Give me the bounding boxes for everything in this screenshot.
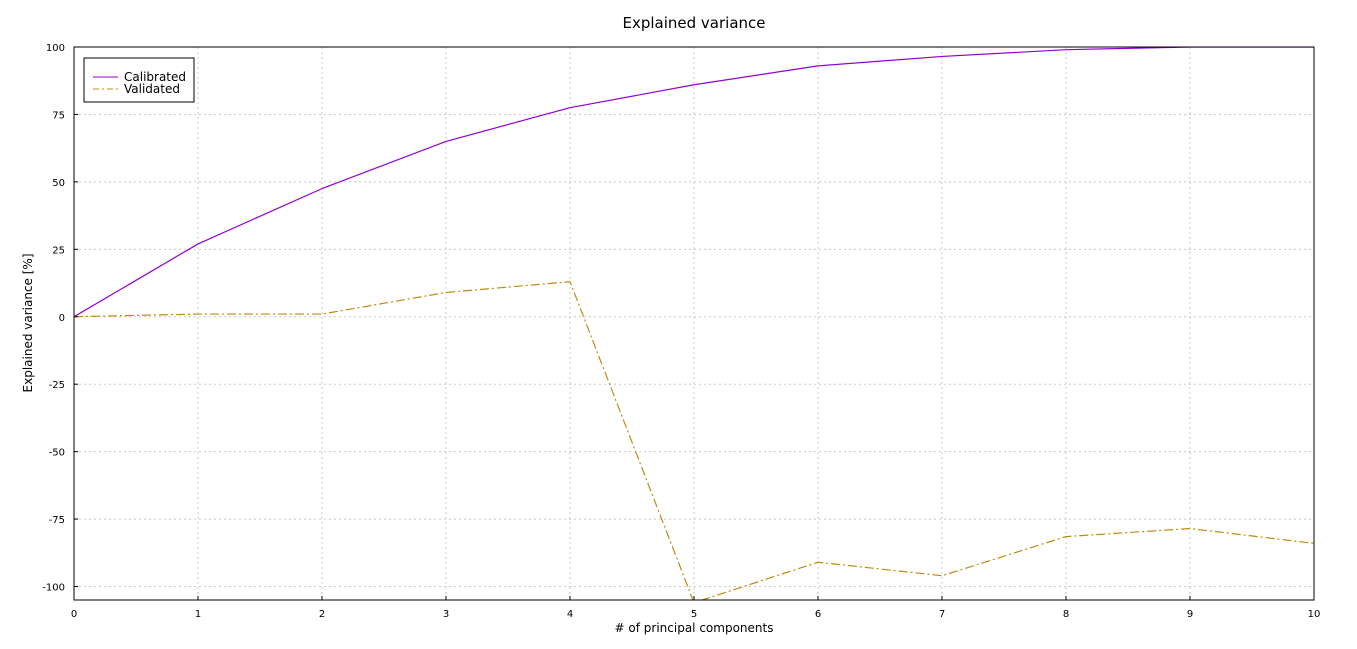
y-tick-label: 50 [52, 178, 65, 189]
series-line-validated [74, 281, 1314, 600]
legend-label-calibrated: Calibrated [124, 70, 186, 84]
x-tick-label: 7 [939, 609, 945, 620]
x-tick-label: 6 [815, 609, 821, 620]
y-tick-label: -75 [49, 515, 65, 526]
y-tick-label: -100 [42, 583, 65, 594]
x-tick-label: 1 [195, 609, 201, 620]
y-tick-label: 0 [59, 313, 65, 324]
x-tick-label: 5 [691, 609, 697, 620]
x-tick-label: 10 [1308, 609, 1321, 620]
series-layer [74, 47, 1314, 600]
x-tick-label: 3 [443, 609, 449, 620]
legend-box [83, 57, 195, 103]
y-tick-label: 25 [52, 245, 65, 256]
y-tick-label: 100 [46, 43, 65, 54]
x-tick-label: 8 [1063, 609, 1069, 620]
y-tick-label: 75 [52, 110, 65, 121]
grid [74, 47, 1314, 600]
y-axis-ticks: 100 75 50 25 0 -25 -50 -75 -100 [42, 43, 78, 594]
x-tick-label: 2 [319, 609, 325, 620]
x-tick-label: 9 [1187, 609, 1193, 620]
series-line-calibrated [74, 47, 1314, 318]
x-tick-label: 4 [567, 609, 573, 620]
x-axis-ticks: 0 1 2 3 4 5 6 7 8 9 10 [71, 596, 1321, 620]
y-tick-label: -25 [49, 380, 65, 391]
y-tick-label: -50 [49, 448, 65, 459]
legend-label-validated: Validated [124, 82, 180, 96]
x-tick-label: 0 [71, 609, 77, 620]
x-axis-title: # of principal components [615, 621, 774, 635]
legend: Calibrated Validated [83, 57, 195, 103]
y-axis-title: Explained variance [%] [21, 254, 35, 393]
chart-title: Explained variance [622, 14, 765, 32]
